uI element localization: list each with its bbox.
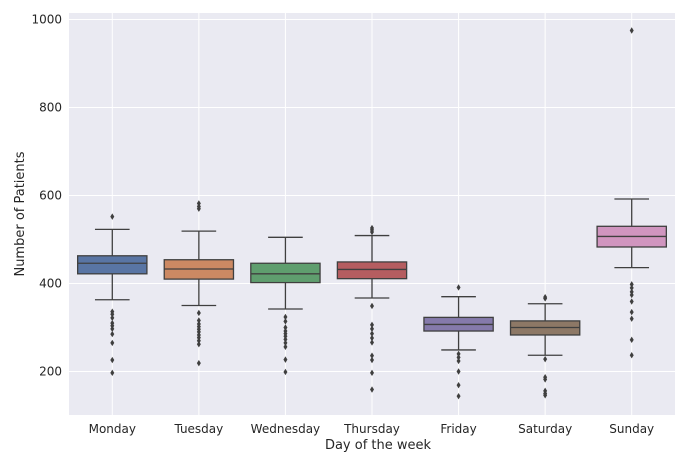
outlier-point: [196, 309, 201, 317]
outlier-point: [629, 27, 634, 34]
box-monday: [77, 213, 148, 377]
outlier-point: [629, 315, 634, 322]
outlier-point: [196, 317, 201, 324]
y-axis-label: Number of Patients: [13, 151, 28, 276]
outlier-point: [456, 381, 461, 389]
outlier-point: [110, 314, 115, 322]
x-tick-label: Wednesday: [251, 422, 320, 436]
box-iqr: [250, 262, 321, 284]
outlier-point: [456, 368, 461, 375]
outlier-point: [629, 308, 634, 316]
y-tick-label: 1000: [31, 13, 62, 27]
outlier-point: [283, 313, 288, 321]
outlier-point: [283, 368, 288, 376]
outlier-point: [196, 341, 201, 348]
box-saturday: [509, 293, 581, 399]
box-wednesday: [250, 236, 321, 376]
x-tick-label: Monday: [89, 422, 136, 436]
outlier-point: [370, 228, 374, 236]
outlier-point: [543, 295, 548, 302]
outlier-point: [370, 386, 374, 393]
outlier-point: [543, 392, 548, 399]
box-thursday: [336, 224, 408, 393]
outlier-point: [196, 359, 201, 367]
box-sunday: [596, 27, 667, 359]
outlier-point: [370, 369, 374, 377]
outlier-point: [456, 284, 461, 291]
x-axis-ticks: Monday Tuesday Wednesday Thursday Friday Satu…: [89, 422, 655, 436]
outlier-point: [196, 337, 201, 344]
x-tick-label: Tuesday: [173, 422, 223, 436]
x-tick-label: Thursday: [343, 422, 400, 436]
outlier-point: [370, 334, 374, 342]
outlier-point: [110, 369, 115, 377]
x-tick-label: Friday: [440, 422, 476, 436]
outlier-point: [110, 339, 115, 347]
outlier-point: [629, 284, 634, 292]
outlier-point: [629, 281, 634, 288]
outlier-point: [283, 336, 288, 343]
outlier-point: [456, 350, 461, 358]
outlier-point: [629, 352, 634, 359]
outlier-point: [196, 205, 201, 212]
outlier-point: [370, 339, 374, 346]
x-tick-label: Sunday: [609, 422, 654, 436]
x-axis-label: Day of the week: [325, 438, 432, 452]
box-friday: [423, 284, 494, 400]
outlier-point: [456, 392, 461, 400]
outlier-point: [283, 356, 288, 363]
outlier-point: [370, 330, 374, 337]
outlier-point: [283, 318, 288, 325]
outlier-point: [110, 356, 115, 364]
outlier-point: [370, 321, 374, 329]
outlier-point: [110, 213, 115, 220]
box-series: [77, 27, 667, 400]
outlier-point: [629, 298, 634, 305]
y-tick-label: 800: [39, 101, 62, 115]
outlier-point: [370, 302, 374, 310]
outlier-point: [543, 376, 548, 383]
y-axis-ticks: 200 400 600 800 1000: [31, 13, 62, 379]
outlier-point: [283, 324, 288, 331]
outlier-point: [110, 311, 115, 318]
outlier-point: [370, 352, 374, 359]
outlier-point: [629, 291, 634, 299]
box-iqr: [336, 261, 408, 280]
outlier-point: [543, 355, 548, 363]
x-tick-label: Saturday: [518, 422, 572, 436]
outlier-point: [370, 325, 374, 333]
outlier-point: [283, 343, 288, 351]
box-tuesday: [163, 200, 235, 367]
y-tick-label: 200: [39, 365, 62, 379]
outlier-point: [456, 354, 461, 361]
outlier-point: [456, 357, 461, 365]
box-iqr: [77, 255, 148, 275]
outlier-point: [629, 336, 634, 344]
y-tick-label: 600: [39, 189, 62, 203]
outlier-point: [110, 330, 115, 338]
outlier-point: [283, 339, 288, 347]
outlier-point: [370, 356, 374, 364]
outlier-point: [110, 325, 115, 333]
y-tick-label: 400: [39, 277, 62, 291]
